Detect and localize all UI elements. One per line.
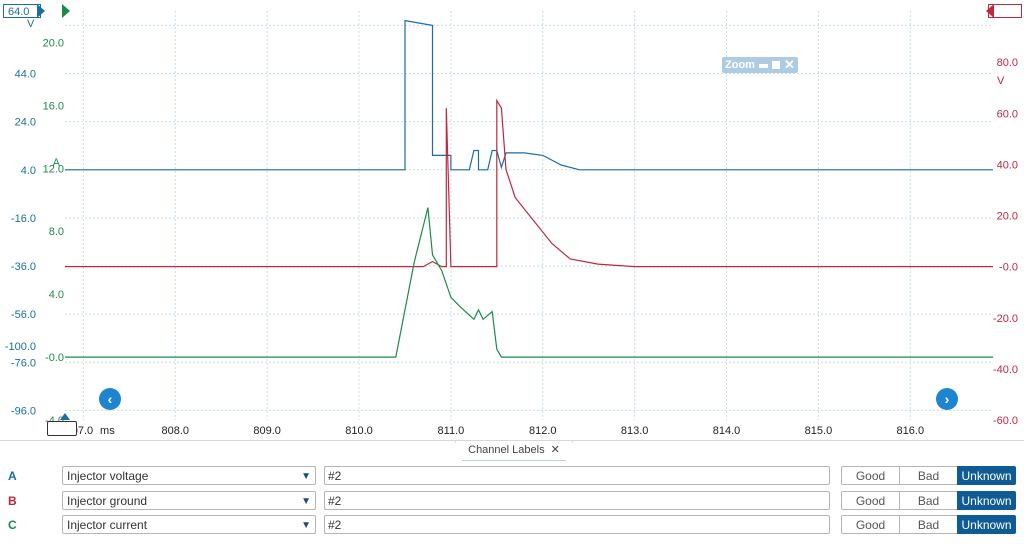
axis-c-tick-label: 8.0 <box>49 226 64 238</box>
axis-a-tick-label: 44.0 <box>15 69 36 81</box>
axis-b-tick-label: 20.0 <box>997 211 1018 223</box>
channel-letter: C <box>8 518 17 532</box>
x-axis-tick-label: 810.0 <box>345 425 373 437</box>
good-button[interactable]: Good <box>841 515 900 534</box>
axis-a-tick-label: -56.0 <box>11 309 36 321</box>
channel-labels-panel: Channel Labels ✕ A Injector voltage ▼ #2… <box>0 440 1024 544</box>
time-start-box <box>47 421 77 436</box>
x-axis-tick-label: 812.0 <box>529 425 557 437</box>
axis-b-unit: V <box>997 75 1005 87</box>
axis-a-tick-label: -76.0 <box>11 357 36 369</box>
dropdown-arrow-icon: ▼ <box>301 471 311 482</box>
channel-a-top-marker[interactable]: 64.0 <box>3 4 41 18</box>
axis-b-tick-label: -60.0 <box>993 415 1018 427</box>
axis-b-tick-label: -0.0 <box>999 262 1018 274</box>
channel-labels-tab[interactable]: Channel Labels ✕ <box>455 441 573 461</box>
channel-letter: A <box>8 469 17 483</box>
x-axis-tick-label: 813.0 <box>621 425 649 437</box>
zoom-control[interactable]: Zoom ✕ <box>722 57 798 73</box>
axis-a-extra-tick: -100.0 <box>5 341 36 353</box>
zoom-label: Zoom <box>725 59 755 71</box>
dropdown-arrow-icon: ▼ <box>301 520 311 531</box>
bad-button[interactable]: Bad <box>899 515 958 534</box>
channel-letter: B <box>8 494 17 508</box>
channel-row-c: C Injector current ▼ #2 Good Bad Unknown <box>0 515 1024 536</box>
channel-a-top-value: 64.0 <box>8 6 30 18</box>
scroll-left-button[interactable]: ‹ <box>99 388 121 410</box>
x-axis-tick-label: 808.0 <box>161 425 189 437</box>
axis-a-tick-label: -36.0 <box>11 261 36 273</box>
x-axis-tick-label: 816.0 <box>897 425 925 437</box>
close-icon[interactable]: ✕ <box>783 57 795 72</box>
axis-b-tick-label: -40.0 <box>993 364 1018 376</box>
axis-a-tick-label: 24.0 <box>15 117 36 129</box>
channel-name-dropdown[interactable]: Injector voltage ▼ <box>62 466 316 485</box>
scope-chart-area[interactable]: V 44.0 24.0 4.0 -16.0 -36.0 -56.0 -76.0 -96.0 -10… <box>0 0 1024 440</box>
channel-b-marker-arrow-icon <box>986 4 994 18</box>
series-line-injector-ground[interactable] <box>65 98 993 268</box>
unknown-button[interactable]: Unknown <box>957 466 1016 485</box>
channel-c-marker-arrow-icon <box>62 4 70 18</box>
channel-row-b: B Injector ground ▼ #2 Good Bad Unknown <box>0 491 1024 512</box>
channel-a-marker-arrow-icon <box>37 4 45 18</box>
bad-button[interactable]: Bad <box>899 466 958 485</box>
maximize-icon[interactable] <box>771 61 780 69</box>
axis-a-unit: V <box>27 18 35 30</box>
good-button[interactable]: Good <box>841 466 900 485</box>
good-button[interactable]: Good <box>841 491 900 510</box>
minimize-icon[interactable] <box>758 64 768 68</box>
series-line-injector-current[interactable] <box>65 207 993 358</box>
channel-labels-tab-label: Channel Labels <box>468 444 545 456</box>
scroll-right-button[interactable]: › <box>936 388 958 410</box>
x-axis-tick-label: 814.0 <box>713 425 741 437</box>
channel-note-input[interactable]: #2 <box>324 515 830 534</box>
axis-c-tick-label: 16.0 <box>43 100 64 112</box>
axis-b-tick-label: 80.0 <box>997 57 1018 69</box>
channel-name-value: Injector voltage <box>67 469 149 483</box>
axis-c-tick-label: 20.0 <box>43 37 64 49</box>
unknown-button[interactable]: Unknown <box>957 491 1016 510</box>
axis-b-tick-label: 60.0 <box>997 108 1018 120</box>
channel-note-input[interactable]: #2 <box>324 466 830 485</box>
channel-name-value: Injector current <box>67 518 148 532</box>
axis-b-tick-label: 40.0 <box>997 159 1018 171</box>
oscilloscope-chart[interactable]: V 44.0 24.0 4.0 -16.0 -36.0 -56.0 -76.0 -96.0 -10… <box>0 0 1024 440</box>
axis-b-tick-label: -20.0 <box>993 313 1018 325</box>
axis-a-tick-label: -96.0 <box>11 405 36 417</box>
unknown-button[interactable]: Unknown <box>957 515 1016 534</box>
channel-name-dropdown[interactable]: Injector current ▼ <box>62 515 316 534</box>
x-axis-unit: ms <box>100 425 115 437</box>
axis-c-tick-label: 4.0 <box>49 289 64 301</box>
axis-c-tick-label: -0.0 <box>45 352 64 364</box>
x-axis-tick-label: 809.0 <box>253 425 281 437</box>
dropdown-arrow-icon: ▼ <box>301 496 311 507</box>
close-icon[interactable]: ✕ <box>550 444 560 456</box>
series-line-injector-voltage[interactable] <box>65 19 993 171</box>
axis-c-tick-label: 12.0 <box>43 163 64 175</box>
x-axis-tick-label: 811.0 <box>438 425 465 437</box>
x-axis-tick-label: 815.0 <box>805 425 833 437</box>
axis-c-unit: A <box>53 157 61 169</box>
channel-note-input[interactable]: #2 <box>324 491 830 510</box>
channel-row-a: A Injector voltage ▼ #2 Good Bad Unknown <box>0 466 1024 487</box>
trigger-marker-icon[interactable] <box>60 413 70 420</box>
bad-button[interactable]: Bad <box>899 491 958 510</box>
axis-a-tick-label: 4.0 <box>21 165 36 177</box>
axis-a-tick-label: -16.0 <box>11 213 36 225</box>
channel-name-value: Injector ground <box>67 494 148 508</box>
channel-name-dropdown[interactable]: Injector ground ▼ <box>62 491 316 510</box>
